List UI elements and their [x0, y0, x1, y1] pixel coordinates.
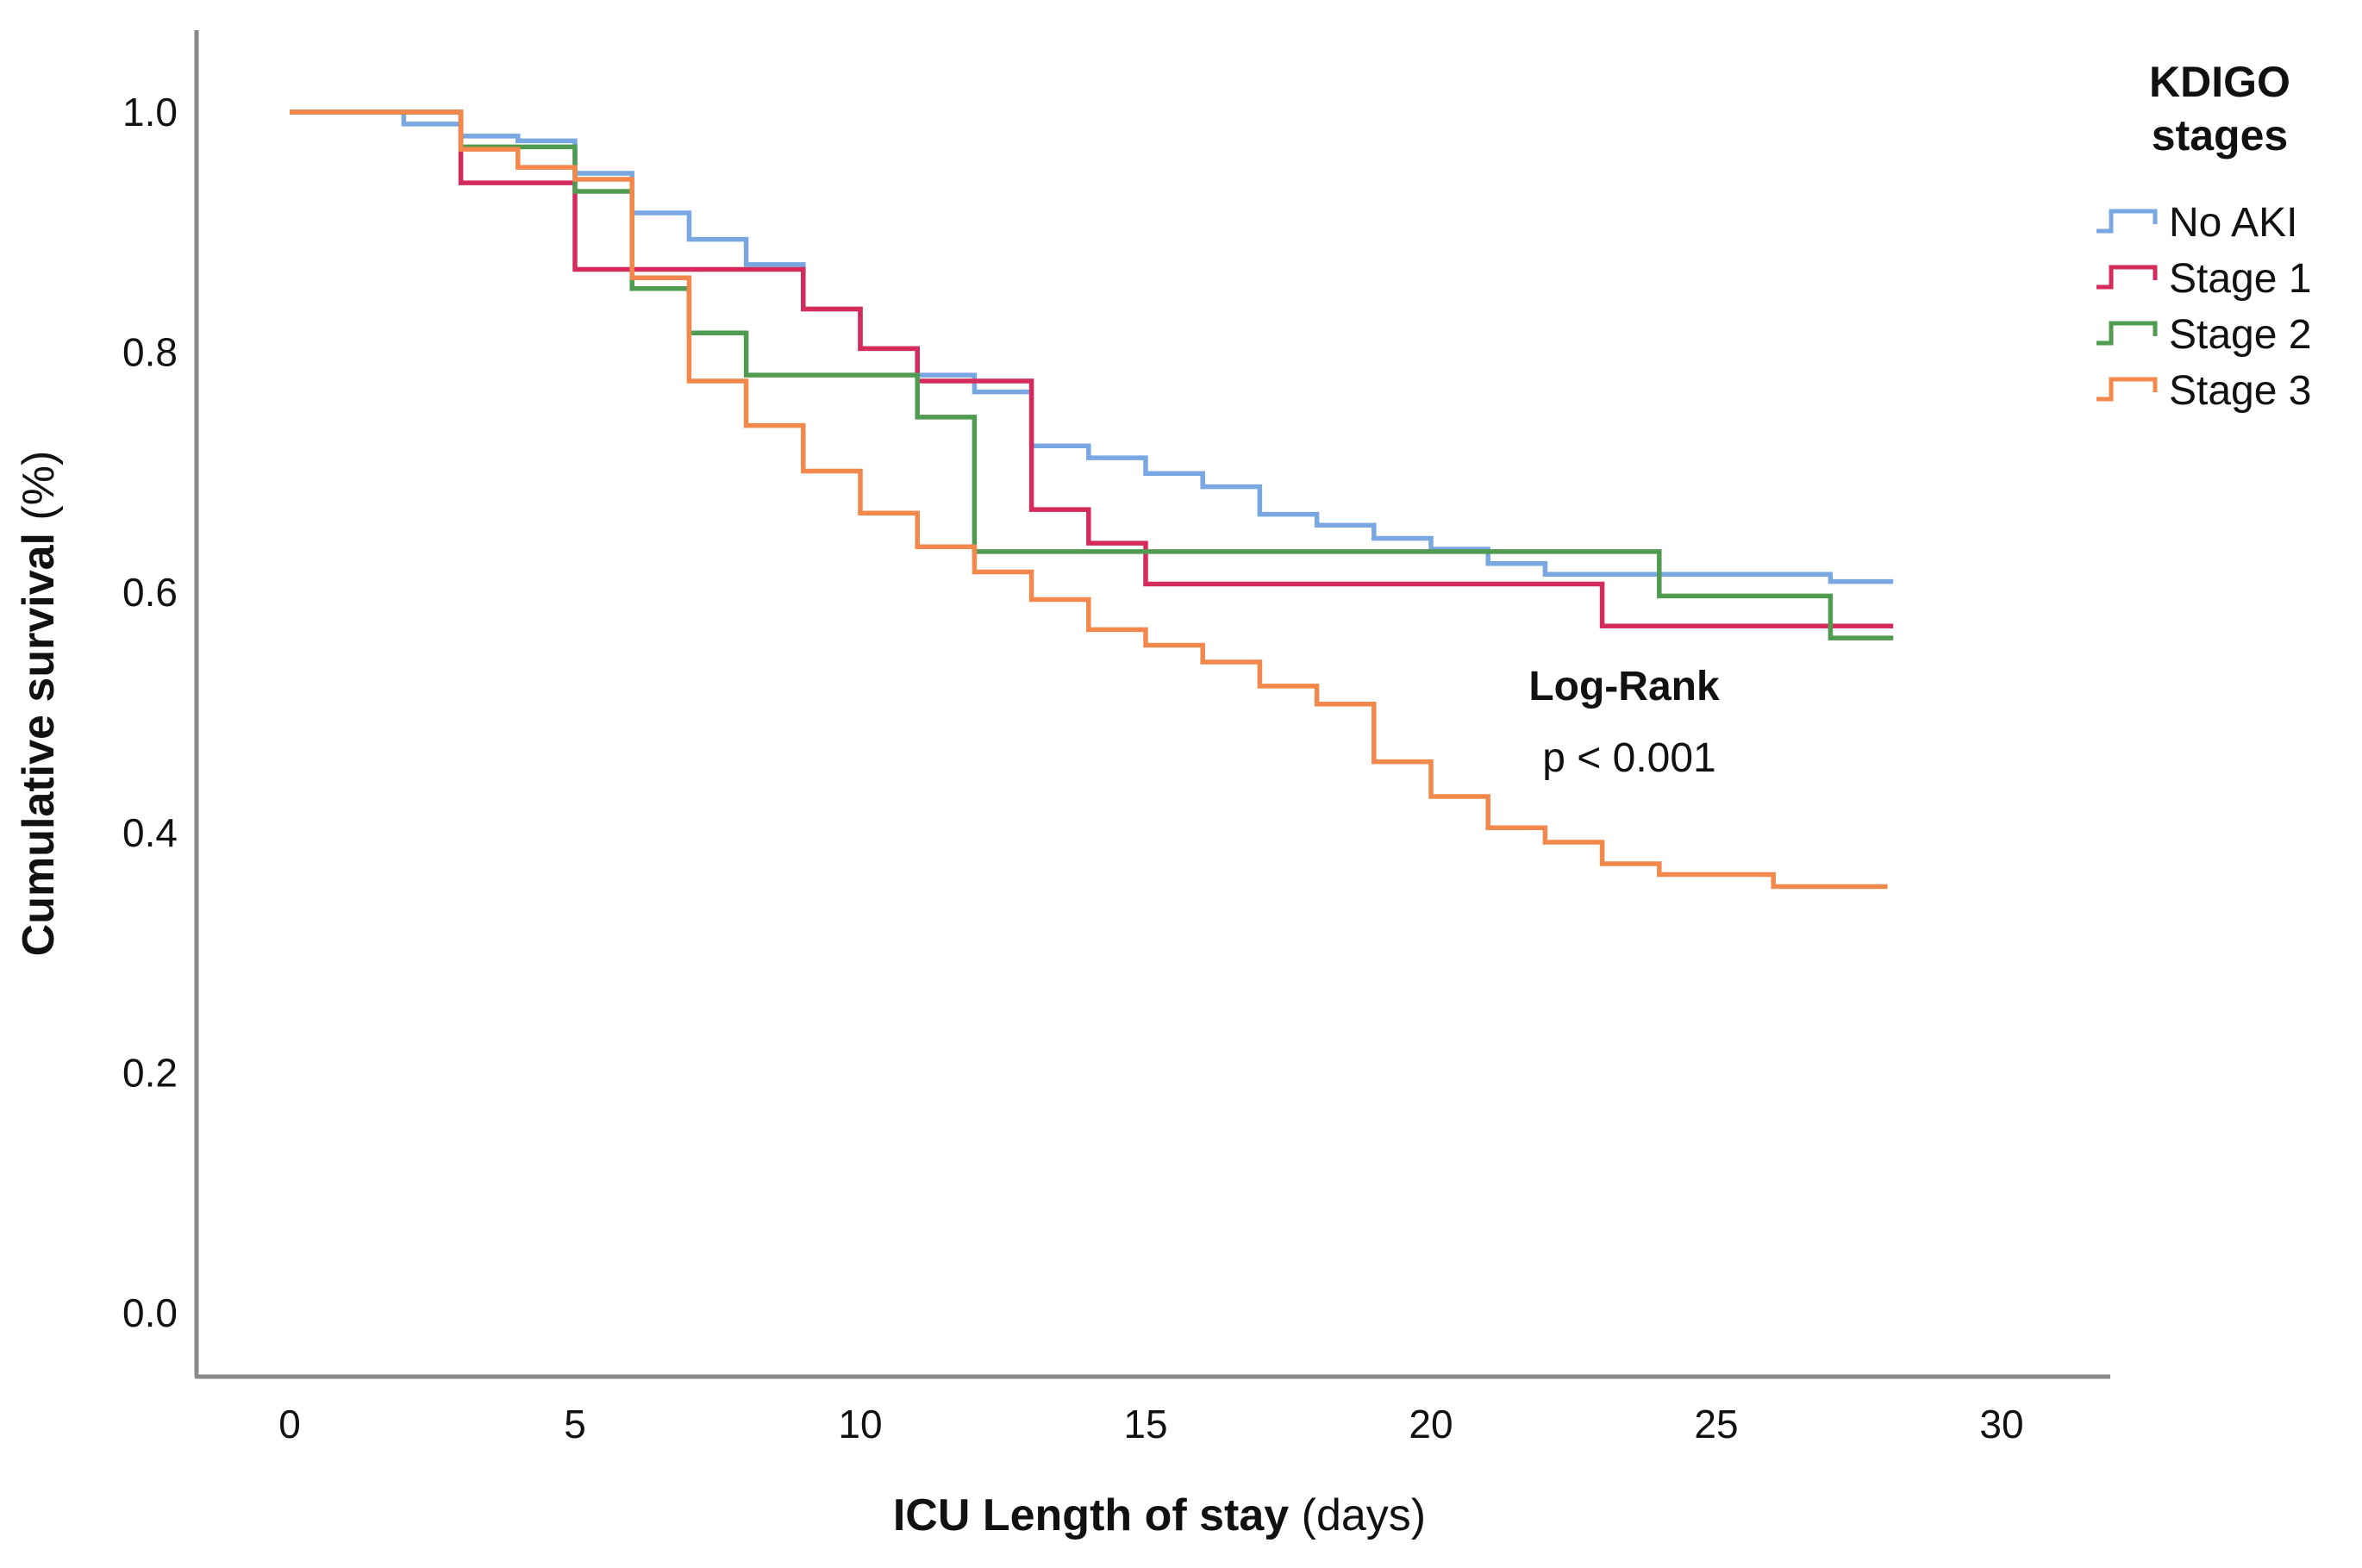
x-tick-label: 20: [1409, 1402, 1453, 1446]
y-tick-label: 0.8: [122, 330, 178, 375]
x-tick-label: 30: [1979, 1402, 2023, 1446]
legend-label-stage-1: Stage 1: [2169, 256, 2311, 302]
x-tick-label: 5: [564, 1402, 586, 1446]
legend-swatch-stage-1-icon: [2096, 265, 2158, 290]
legend-swatch-stage-3-icon: [2096, 377, 2158, 402]
x-tick-label: 10: [838, 1402, 882, 1446]
legend-title-line2: stages: [2152, 111, 2288, 159]
y-tick-label: 0.0: [122, 1290, 178, 1335]
legend-label-stage-3: Stage 3: [2169, 368, 2311, 414]
logrank-annotation: Log-Rank: [1528, 664, 1720, 709]
y-axis-title: Cumulative survival (%): [14, 451, 64, 957]
y-tick-label: 0.4: [122, 810, 178, 855]
series-curve-stage-2: [290, 109, 1894, 640]
legend-swatch-no-aki-icon: [2096, 209, 2158, 234]
x-axis-title: ICU Length of stay (days): [893, 1490, 1426, 1540]
legend-label-stage-2: Stage 2: [2169, 312, 2311, 358]
y-axis-title-bold: Cumulative survival: [14, 533, 64, 956]
legend-label-no-aki: No AKI: [2169, 200, 2297, 246]
x-tick-label: 25: [1694, 1402, 1738, 1446]
x-tick-label: 0: [278, 1402, 301, 1446]
series-curve-stage-1: [290, 109, 1894, 628]
series-curve-stage-3: [290, 109, 1888, 890]
x-tick-label: 15: [1123, 1402, 1167, 1446]
y-tick-label: 0.6: [122, 570, 178, 615]
legend-title-line1: KDIGO: [2149, 58, 2290, 106]
x-axis-title-bold: ICU Length of stay: [893, 1490, 1289, 1540]
y-axis-title-units: (%): [14, 451, 64, 533]
legend-swatch-stage-2-icon: [2096, 321, 2158, 346]
y-tick-label: 1.0: [122, 90, 178, 134]
x-axis-title-units: (days): [1289, 1490, 1426, 1540]
pvalue-annotation: p < 0.001: [1542, 735, 1716, 781]
y-tick-label: 0.2: [122, 1050, 178, 1095]
